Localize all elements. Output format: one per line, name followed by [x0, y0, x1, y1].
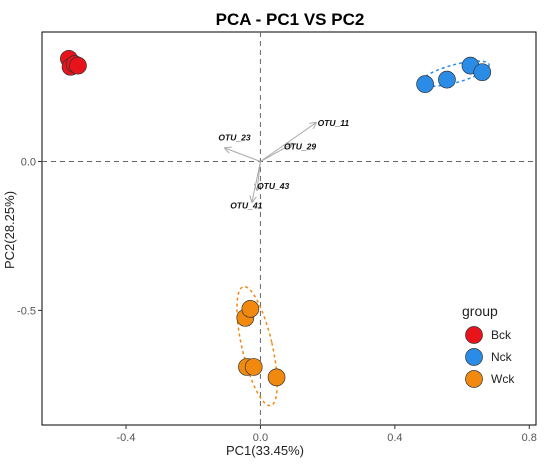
- point-wck: [267, 368, 286, 387]
- legend: group Bck Nck Wck: [462, 303, 515, 388]
- point-wck: [244, 358, 263, 376]
- point-wck: [241, 300, 260, 318]
- chart-title: PCA - PC1 VS PC2: [216, 10, 365, 29]
- loading-arrow-otu-29: [260, 144, 292, 162]
- point-nck: [416, 75, 434, 93]
- x-tick-label: -0.4: [117, 432, 136, 444]
- y-axis-title: PC2(28.25%): [2, 191, 17, 269]
- y-tick-label: -0.5: [17, 305, 36, 317]
- confidence-ellipses: [236, 60, 490, 407]
- legend-label-nck: Nck: [491, 350, 513, 364]
- x-tick-label: 0.8: [522, 432, 537, 444]
- x-tick-label: 0.4: [387, 432, 402, 444]
- loading-label-otu-11: OTU_11: [318, 118, 350, 128]
- legend-swatch-nck: [465, 348, 483, 366]
- point-nck: [473, 63, 492, 82]
- loading-arrow-otu-23: [225, 148, 261, 162]
- legend-label-bck: Bck: [491, 328, 512, 342]
- loading-label-otu-29: OTU_29: [284, 142, 316, 152]
- plot-frame: [41, 31, 537, 426]
- y-tick-label: 0.0: [21, 157, 36, 169]
- loading-arrow-otu-11: [260, 123, 315, 162]
- loading-arrow-otu-41: [252, 161, 261, 202]
- x-tick-label: 0.0: [253, 432, 268, 444]
- legend-title: group: [462, 303, 498, 319]
- legend-label-wck: Wck: [491, 372, 515, 386]
- data-points: [60, 49, 492, 387]
- loading-label-otu-41: OTU_41: [230, 200, 262, 210]
- loading-label-otu-23: OTU_23: [218, 133, 250, 143]
- point-bck: [69, 56, 87, 75]
- legend-swatch-bck: [465, 326, 483, 344]
- legend-swatch-wck: [465, 370, 483, 388]
- ellipse-nck: [420, 60, 490, 87]
- x-axis-title: PC1(33.45%): [226, 443, 304, 458]
- reference-lines: [42, 32, 536, 425]
- loading-label-otu-43: OTU_43: [257, 181, 289, 191]
- point-nck: [438, 70, 456, 89]
- ellipse-wck: [236, 285, 278, 407]
- loading-arrows: OTU_11 OTU_23 OTU_29 OTU_43 OTU_41: [218, 118, 349, 210]
- axis-ticks: -0.4 0.0 0.4 0.8 0.0 -0.5: [17, 157, 537, 444]
